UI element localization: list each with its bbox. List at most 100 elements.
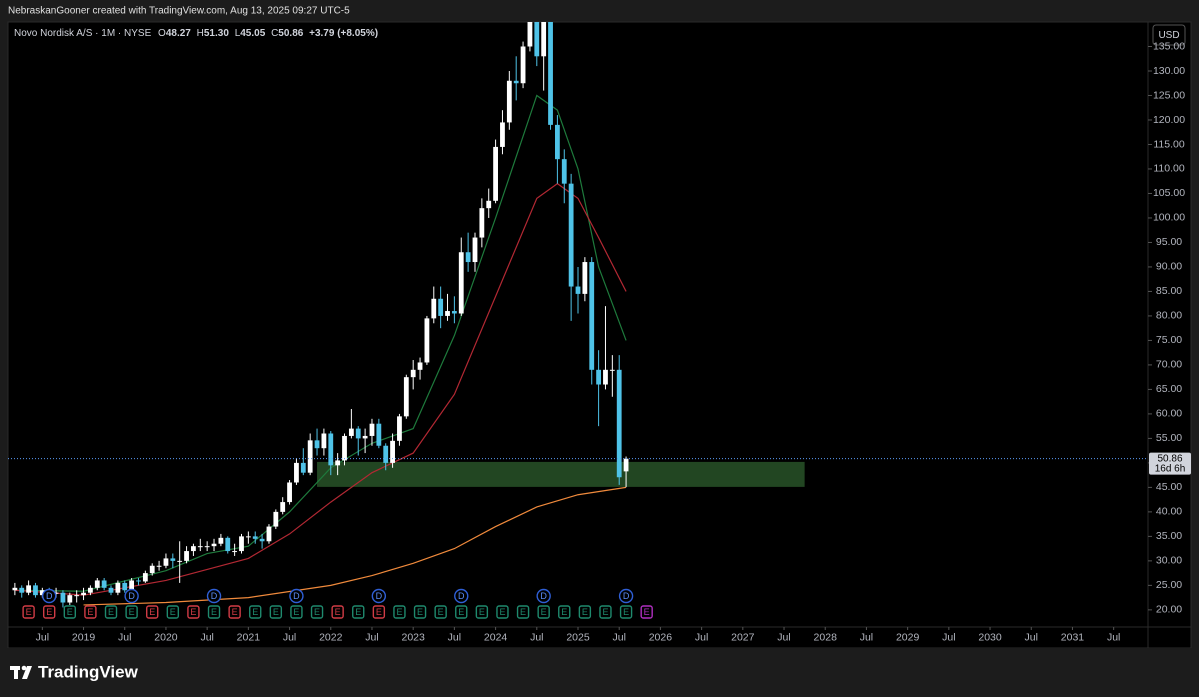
candle-body bbox=[177, 560, 183, 562]
earnings-label: E bbox=[149, 607, 155, 617]
earnings-label: E bbox=[170, 607, 176, 617]
x-tick-label: Jul bbox=[448, 631, 461, 643]
earnings-label: E bbox=[87, 607, 93, 617]
candle-body bbox=[348, 428, 354, 436]
x-tick-label: 2028 bbox=[814, 631, 838, 643]
y-tick-label: 75.00 bbox=[1156, 334, 1182, 346]
x-tick-label: 2026 bbox=[649, 631, 673, 643]
currency-box[interactable] bbox=[1152, 24, 1186, 46]
candle-body bbox=[548, 22, 553, 125]
x-tick-label: 2027 bbox=[731, 631, 755, 643]
y-tick-label: 30.00 bbox=[1156, 555, 1182, 567]
candle-body bbox=[156, 565, 162, 567]
candle-body bbox=[362, 435, 368, 439]
y-tick-label: 20.00 bbox=[1156, 604, 1182, 616]
candle-body bbox=[307, 440, 313, 473]
legend-label: C bbox=[271, 28, 278, 39]
earnings-marker bbox=[166, 605, 180, 619]
y-tick-label: 115.00 bbox=[1153, 138, 1184, 150]
candle-body bbox=[19, 587, 25, 593]
candle-body bbox=[403, 377, 409, 417]
earnings-marker bbox=[104, 605, 118, 619]
x-tick-label: Jul bbox=[530, 631, 543, 643]
earnings-marker bbox=[640, 605, 653, 619]
legend-value: 50.86 bbox=[278, 28, 303, 39]
candle-body bbox=[609, 369, 615, 371]
y-tick-label: 25.00 bbox=[1156, 579, 1182, 591]
earnings-marker bbox=[599, 605, 612, 619]
candle-body bbox=[74, 595, 80, 597]
earnings-marker bbox=[372, 605, 386, 619]
candle-body bbox=[122, 582, 128, 591]
x-tick-label: Jul bbox=[283, 631, 296, 643]
candle-body bbox=[211, 543, 217, 547]
x-tick-label: Jul bbox=[860, 631, 873, 643]
earnings-label: E bbox=[520, 607, 526, 617]
earnings-label: E bbox=[499, 607, 505, 617]
logo-icon bbox=[10, 665, 32, 679]
x-tick-label: 2024 bbox=[484, 631, 508, 643]
symbol: Novo Nordisk A/S · 1M · NYSE bbox=[14, 28, 152, 39]
candle-body bbox=[225, 537, 231, 552]
earnings-label: E bbox=[335, 607, 341, 617]
support-zone bbox=[317, 461, 805, 487]
earnings-marker bbox=[269, 605, 283, 619]
candle-body bbox=[486, 200, 492, 209]
candle-body bbox=[33, 585, 38, 596]
candle-body bbox=[451, 311, 457, 314]
earnings-label: E bbox=[479, 607, 485, 617]
x-tick-label: 2020 bbox=[154, 631, 178, 643]
candle-body bbox=[218, 537, 224, 544]
x-tick-label: Jul bbox=[1025, 631, 1038, 643]
y-tick-label: 80.00 bbox=[1156, 310, 1182, 322]
x-tick-label: Jul bbox=[118, 631, 131, 643]
candle-body bbox=[506, 80, 512, 123]
y-tick-label: 95.00 bbox=[1156, 236, 1182, 248]
earnings-marker bbox=[310, 605, 324, 619]
candle-body bbox=[287, 482, 292, 503]
x-tick-label: 2021 bbox=[237, 631, 261, 643]
dividend-marker bbox=[289, 588, 304, 604]
earnings-label: E bbox=[355, 607, 361, 617]
earnings-marker bbox=[516, 605, 530, 619]
dividend-marker bbox=[206, 588, 222, 604]
earnings-marker bbox=[393, 605, 406, 619]
x-tick-label: 2022 bbox=[319, 631, 343, 643]
y-tick-label: 85.00 bbox=[1156, 285, 1182, 297]
candle-body bbox=[513, 80, 519, 84]
candle-body bbox=[136, 580, 141, 582]
countdown: 16d 6h bbox=[1155, 463, 1186, 474]
earnings-marker bbox=[496, 605, 509, 619]
y-tick-label: 55.00 bbox=[1156, 432, 1182, 444]
dividend-marker bbox=[454, 588, 469, 604]
dividend-marker bbox=[124, 588, 139, 604]
dividend-label: D bbox=[46, 591, 53, 601]
x-tick-label: Jul bbox=[612, 631, 625, 643]
candle-body bbox=[197, 546, 203, 548]
y-tick-label: 60.00 bbox=[1156, 408, 1182, 420]
dividend-marker bbox=[42, 588, 57, 604]
earnings-marker bbox=[187, 605, 200, 619]
candle-body bbox=[191, 546, 196, 552]
y-tick-label: 65.00 bbox=[1156, 383, 1182, 395]
credit: NebraskanGooner created with TradingView… bbox=[8, 6, 350, 17]
candle-body bbox=[479, 208, 485, 238]
earnings-label: E bbox=[46, 607, 52, 617]
candle-body bbox=[410, 369, 416, 378]
candle-body bbox=[500, 122, 505, 147]
earnings-marker bbox=[207, 605, 221, 619]
dividend-marker bbox=[371, 588, 387, 604]
candle-body bbox=[170, 558, 176, 561]
candle-body bbox=[554, 124, 560, 160]
earnings-marker bbox=[558, 605, 571, 619]
earnings-label: E bbox=[582, 607, 588, 617]
candle-body bbox=[328, 433, 334, 466]
earnings-label: E bbox=[252, 607, 258, 617]
dividend-label: D bbox=[458, 591, 465, 601]
candle-body bbox=[603, 369, 608, 385]
candle-body bbox=[101, 580, 107, 588]
candle-body bbox=[108, 587, 114, 593]
candle-body bbox=[527, 22, 533, 47]
